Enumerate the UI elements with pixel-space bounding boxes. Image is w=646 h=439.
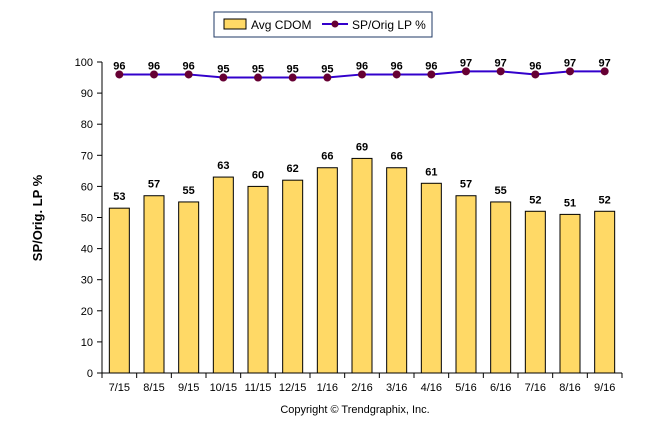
x-tick-label: 3/16 bbox=[386, 382, 407, 394]
line-data-label: 96 bbox=[113, 60, 125, 72]
copyright-footer: Copyright © Trendgraphix, Inc. bbox=[280, 404, 429, 416]
y-tick-label: 50 bbox=[81, 213, 93, 225]
bar-data-label: 66 bbox=[321, 151, 333, 163]
x-tick-label: 2/16 bbox=[351, 382, 372, 394]
line-marker bbox=[427, 70, 436, 79]
bar bbox=[178, 201, 200, 374]
line-marker bbox=[115, 70, 124, 79]
legend-label-line: SP/Orig LP % bbox=[352, 18, 426, 32]
bar bbox=[351, 157, 373, 374]
bar-data-label: 69 bbox=[356, 141, 368, 153]
x-tick-label: 5/16 bbox=[455, 382, 476, 394]
bar-data-label: 52 bbox=[529, 194, 541, 206]
bar bbox=[143, 195, 165, 374]
x-tick-label: 8/15 bbox=[143, 382, 164, 394]
line-marker bbox=[531, 70, 540, 79]
bar-data-label: 55 bbox=[495, 185, 507, 197]
line-data-label: 97 bbox=[495, 57, 507, 69]
x-tick-label: 11/15 bbox=[245, 382, 272, 394]
x-tick-label: 10/15 bbox=[210, 382, 238, 394]
bar bbox=[316, 167, 338, 374]
bar bbox=[247, 185, 269, 374]
x-tick-label: 7/16 bbox=[525, 382, 546, 394]
bar bbox=[386, 167, 408, 374]
bar-data-label: 57 bbox=[148, 179, 160, 191]
line-data-label: 95 bbox=[217, 64, 229, 76]
line-marker bbox=[288, 73, 297, 82]
bar bbox=[282, 179, 304, 374]
y-tick-label: 60 bbox=[81, 181, 93, 193]
line-marker bbox=[184, 70, 193, 79]
bar-data-label: 51 bbox=[564, 197, 576, 209]
line-marker bbox=[600, 67, 609, 76]
line-data-label: 96 bbox=[148, 60, 160, 72]
line-data-label: 96 bbox=[356, 60, 368, 72]
y-tick-label: 70 bbox=[81, 150, 93, 162]
bar-data-label: 52 bbox=[599, 194, 611, 206]
y-tick-label: 0 bbox=[87, 368, 93, 380]
bar-data-label: 57 bbox=[460, 179, 472, 191]
y-tick-label: 40 bbox=[81, 244, 93, 256]
x-tick-label: 8/16 bbox=[559, 382, 580, 394]
bar bbox=[524, 210, 546, 374]
bar bbox=[490, 201, 512, 374]
bar-data-label: 55 bbox=[183, 185, 195, 197]
x-tick-label: 1/16 bbox=[317, 382, 338, 394]
line-data-label: 95 bbox=[321, 64, 333, 76]
legend-label-bar: Avg CDOM bbox=[251, 18, 311, 32]
legend-marker bbox=[331, 20, 339, 28]
bar bbox=[212, 176, 234, 374]
bar bbox=[455, 195, 477, 374]
y-tick-label: 100 bbox=[75, 57, 93, 69]
line-data-label: 97 bbox=[564, 57, 576, 69]
x-tick-label: 7/15 bbox=[109, 382, 130, 394]
x-tick-label: 12/15 bbox=[279, 382, 307, 394]
line-data-label: 96 bbox=[529, 60, 541, 72]
line-data-label: 95 bbox=[252, 64, 264, 76]
line-marker bbox=[462, 67, 470, 76]
line-data-label: 97 bbox=[599, 57, 611, 69]
y-axis-label: SP/Orig. LP % bbox=[30, 174, 45, 261]
x-tick-label: 4/16 bbox=[421, 382, 442, 394]
bar-data-label: 61 bbox=[425, 166, 437, 178]
line-data-label: 96 bbox=[425, 60, 437, 72]
line-data-label: 96 bbox=[391, 60, 403, 72]
line-data-label: 95 bbox=[287, 64, 299, 76]
x-tick-label: 9/16 bbox=[594, 382, 615, 394]
legend-swatch-bar bbox=[223, 18, 247, 30]
y-tick-label: 30 bbox=[81, 275, 93, 287]
line-marker bbox=[150, 70, 158, 79]
line-marker bbox=[219, 73, 228, 82]
bar-data-label: 66 bbox=[391, 151, 403, 163]
x-tick-label: 9/15 bbox=[178, 382, 199, 394]
line-marker bbox=[392, 70, 401, 79]
bar bbox=[420, 182, 442, 374]
bar-data-label: 53 bbox=[113, 191, 125, 203]
line-marker bbox=[496, 67, 505, 76]
bar bbox=[594, 210, 616, 374]
y-tick-label: 90 bbox=[81, 88, 93, 100]
line-data-label: 97 bbox=[460, 57, 472, 69]
y-tick-label: 10 bbox=[81, 337, 93, 349]
y-tick-label: 80 bbox=[81, 119, 93, 131]
line-marker bbox=[566, 67, 574, 76]
line-data-label: 96 bbox=[183, 60, 195, 72]
bar-data-label: 60 bbox=[252, 169, 264, 181]
bar-data-label: 63 bbox=[217, 160, 229, 172]
bar bbox=[108, 207, 130, 374]
line-marker bbox=[358, 70, 366, 79]
line-marker bbox=[254, 73, 262, 82]
legend: Avg CDOM SP/Orig LP % bbox=[213, 11, 433, 38]
bar-data-label: 62 bbox=[287, 163, 299, 175]
y-tick-label: 20 bbox=[81, 306, 93, 318]
x-tick-label: 6/16 bbox=[490, 382, 511, 394]
line-marker bbox=[323, 73, 332, 82]
bar bbox=[559, 213, 581, 374]
